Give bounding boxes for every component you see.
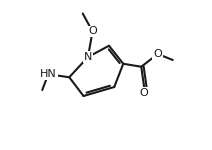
Text: HN: HN <box>40 69 57 79</box>
Text: O: O <box>88 27 97 36</box>
Text: N: N <box>84 52 92 62</box>
Text: O: O <box>140 88 149 98</box>
Text: O: O <box>153 49 162 59</box>
